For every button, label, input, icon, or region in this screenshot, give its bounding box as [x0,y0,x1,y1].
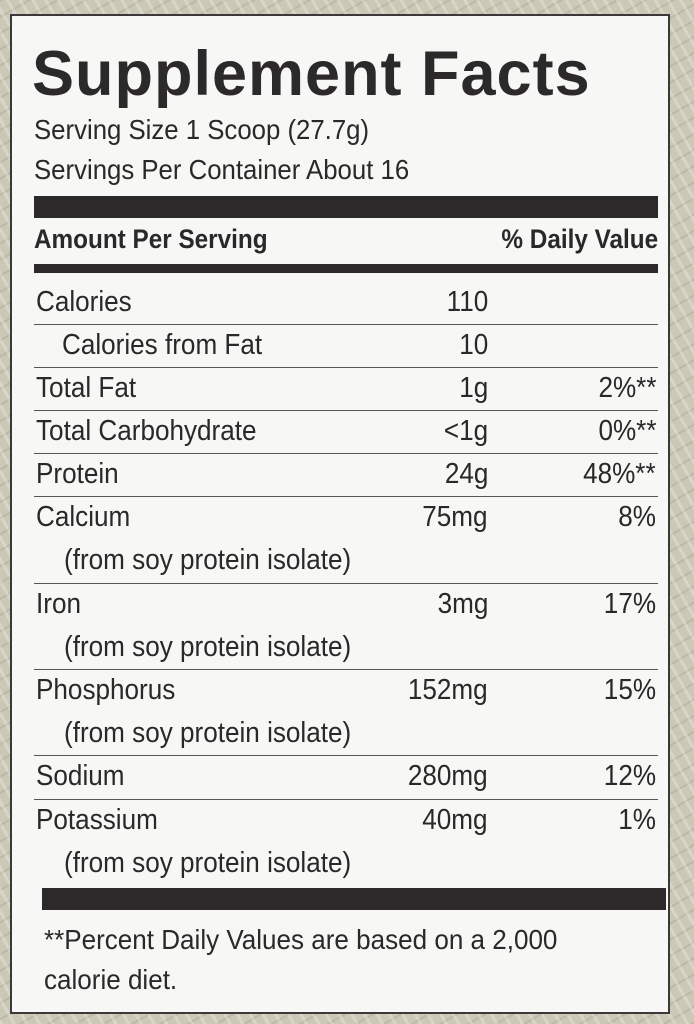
nutrient-name: Protein [36,458,119,490]
nutrient-name: Calories [36,286,132,318]
label-title: Supplement Facts [32,39,591,109]
nutrient-name: Total Carbohydrate [36,415,257,447]
daily-value-header: % Daily Value [501,224,658,254]
nutrient-dv: 8% [618,501,656,533]
nutrient-dv: 15% [603,674,656,706]
nutrient-dv: 2%** [597,372,656,404]
nutrient-row-total-carbohydrate: Total Carbohydrate <1g 0%** [34,411,658,454]
amount-per-serving-header: Amount Per Serving [34,224,268,254]
serving-size: Serving Size 1 Scoop (27.7g) [34,114,370,145]
nutrient-amount: 40mg [422,804,488,836]
nutrient-dv: 17% [603,588,656,620]
nutrient-name: Calories from Fat [62,329,263,361]
nutrient-row-potassium: Potassium 40mg 1% (from soy protein isol… [34,800,658,879]
nutrient-row-iron: Iron 3mg 17% (from soy protein isolate) [34,584,658,663]
row-divider [34,324,658,325]
nutrient-source: (from soy protein isolate) [64,847,352,879]
nutrient-amount: 1g [458,372,488,404]
row-divider [34,799,658,800]
nutrient-dv: 48%** [583,458,656,490]
row-divider [34,583,658,584]
row-divider [34,410,658,411]
supplement-facts-label: Supplement Facts Serving Size 1 Scoop (2… [10,14,670,1014]
nutrient-amount: 10 [458,329,488,361]
row-divider [34,496,658,497]
row-divider [34,453,658,454]
nutrient-source: (from soy protein isolate) [64,544,352,576]
nutrient-name: Calcium [36,501,131,533]
nutrient-row-phosphorus: Phosphorus 152mg 15% (from soy protein i… [34,670,658,749]
nutrient-name: Potassium [36,804,158,836]
nutrient-row-total-fat: Total Fat 1g 2%** [34,368,658,411]
nutrient-row-protein: Protein 24g 48%** [34,454,658,497]
thick-divider [34,196,658,218]
nutrient-name: Total Fat [36,372,137,404]
row-divider [34,755,658,756]
nutrient-name: Sodium [36,760,125,792]
nutrient-row-calories: Calories 110 [34,282,658,325]
footnote-line-2: calorie diet. [44,964,178,995]
nutrient-amount: 24g [444,458,488,490]
nutrient-amount: 152mg [408,674,488,706]
nutrient-dv: 0%** [597,415,656,447]
nutrient-name: Iron [36,588,81,620]
nutrient-source: (from soy protein isolate) [64,717,352,749]
nutrient-dv: 12% [603,760,656,792]
nutrient-amount: <1g [443,415,488,447]
nutrient-source: (from soy protein isolate) [64,631,352,663]
row-divider [34,669,658,670]
row-divider [34,367,658,368]
nutrient-amount: 280mg [408,760,488,792]
nutrient-row-calories-from-fat: Calories from Fat 10 [34,325,658,368]
thick-divider-bottom [42,888,666,910]
nutrient-dv: 1% [618,804,656,836]
nutrient-amount: 110 [446,286,488,318]
nutrient-name: Phosphorus [36,674,176,706]
footnote-line-1: **Percent Daily Values are based on a 2,… [44,924,558,955]
nutrient-row-sodium: Sodium 280mg 12% [34,756,658,799]
nutrient-amount: 3mg [437,588,488,620]
servings-per-container: Servings Per Container About 16 [34,154,410,185]
nutrient-row-calcium: Calcium 75mg 8% (from soy protein isolat… [34,497,658,576]
medium-divider [34,264,658,273]
nutrient-amount: 75mg [422,501,488,533]
